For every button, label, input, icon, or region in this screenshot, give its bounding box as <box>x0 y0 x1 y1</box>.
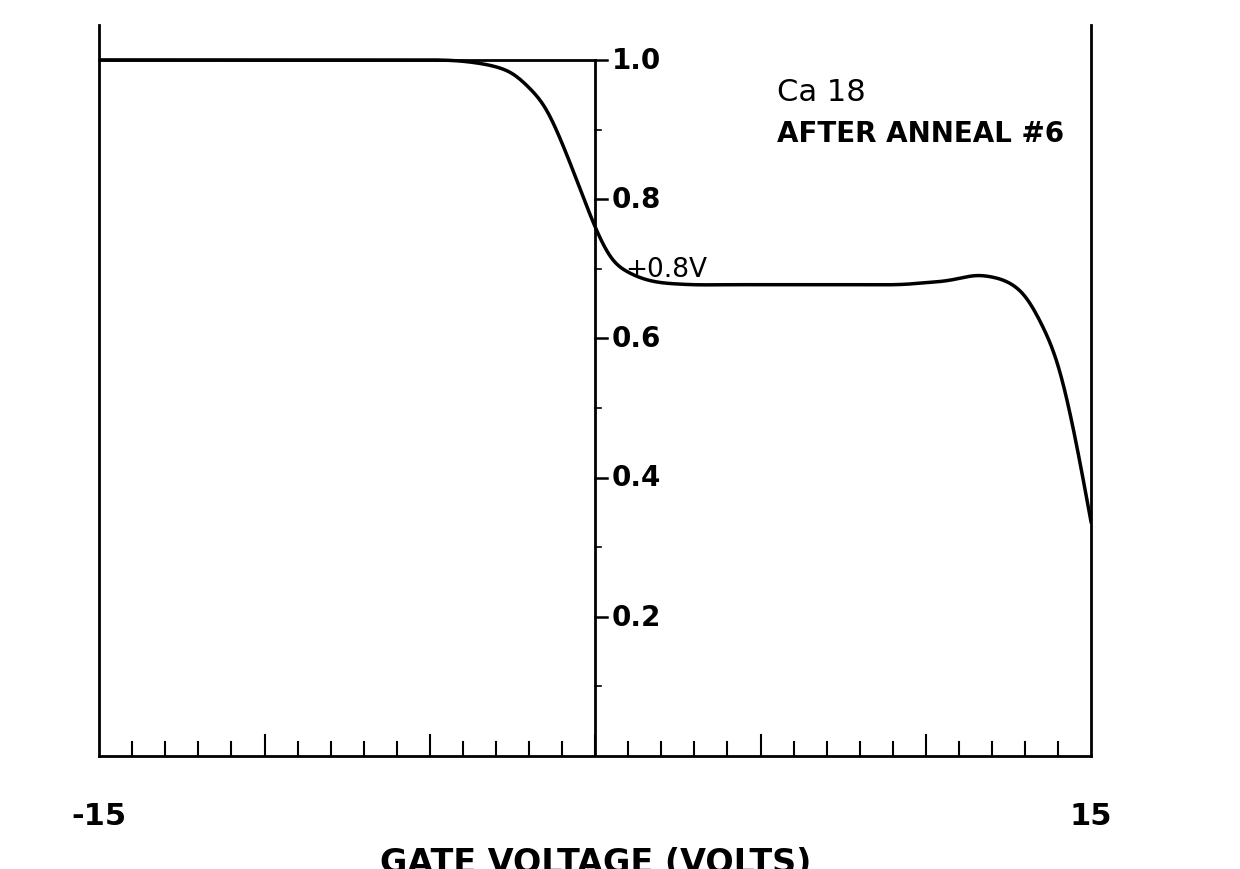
Text: 0.8: 0.8 <box>611 186 661 214</box>
Text: GATE VOLTAGE (VOLTS): GATE VOLTAGE (VOLTS) <box>379 846 811 869</box>
Text: 1.0: 1.0 <box>611 47 661 75</box>
Text: 0.4: 0.4 <box>611 464 661 492</box>
Text: 15: 15 <box>1070 801 1112 830</box>
Text: AFTER ANNEAL #6: AFTER ANNEAL #6 <box>777 120 1064 148</box>
Text: 0.2: 0.2 <box>611 603 661 631</box>
Text: 0.6: 0.6 <box>611 325 661 353</box>
Text: +0.8V: +0.8V <box>625 256 707 282</box>
Text: -15: -15 <box>72 801 126 830</box>
Text: Ca 18: Ca 18 <box>777 77 866 107</box>
